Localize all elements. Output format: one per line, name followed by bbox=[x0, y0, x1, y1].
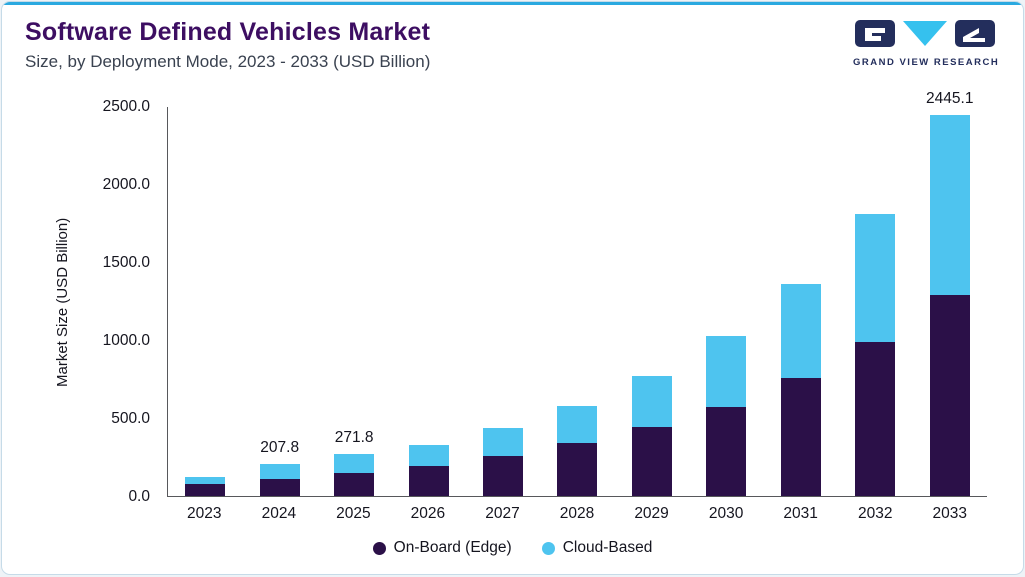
y-tick-500.0: 500.0 bbox=[111, 410, 150, 427]
x-tick-label-2032: 2032 bbox=[857, 505, 893, 522]
stacked-bar-2025 bbox=[334, 453, 375, 496]
bar-value-label-2025: 271.8 bbox=[334, 428, 374, 446]
bar-segment-2033-cloud-based bbox=[929, 114, 970, 295]
legend-item-on-board-edge: On-Board (Edge) bbox=[372, 539, 512, 557]
bar-value-label-2024: 207.8 bbox=[260, 438, 300, 456]
bar-segment-2027-cloud-based bbox=[483, 428, 524, 456]
bar-group-2031 bbox=[764, 107, 838, 496]
x-tick-label-2025: 2025 bbox=[336, 505, 371, 522]
stacked-bar-2033 bbox=[929, 114, 970, 496]
legend-label-cloud-based: Cloud-Based bbox=[562, 539, 653, 556]
bar-group-2032 bbox=[838, 107, 912, 496]
logo-marks-icon bbox=[855, 20, 995, 47]
bar-group-2026 bbox=[391, 107, 465, 496]
chart-header: Software Defined Vehicles Market Size, b… bbox=[25, 18, 430, 72]
bar-segment-2028-cloud-based bbox=[557, 406, 598, 444]
x-tick-label-2023: 2023 bbox=[187, 505, 222, 522]
bar-segment-2027-on-board-edge bbox=[483, 455, 524, 496]
chart-subtitle: Size, by Deployment Mode, 2023 - 2033 (U… bbox=[25, 52, 431, 71]
bar-segment-2030-cloud-based bbox=[706, 336, 747, 408]
x-tick-label-2031: 2031 bbox=[783, 505, 818, 522]
legend-item-cloud-based: Cloud-Based bbox=[541, 539, 653, 557]
legend: On-Board (Edge) Cloud-Based bbox=[2, 539, 1023, 557]
plot-area: 207.8 271.8 2445.1 bbox=[167, 90, 987, 497]
bar-group-2030 bbox=[689, 107, 763, 496]
bar-segment-2028-on-board-edge bbox=[557, 443, 598, 496]
bar-segment-2032-cloud-based bbox=[855, 213, 896, 342]
bar-segment-2030-on-board-edge bbox=[706, 407, 747, 496]
bar-segment-2024-cloud-based bbox=[259, 463, 300, 479]
grand-view-research-logo: GRAND VIEW RESEARCH bbox=[853, 19, 1000, 68]
bar-segment-2029-cloud-based bbox=[631, 375, 672, 428]
page-title: Software Defined Vehicles Market bbox=[25, 18, 431, 46]
bar-segment-2025-cloud-based bbox=[334, 453, 375, 474]
bar-segment-2024-on-board-edge bbox=[259, 478, 300, 496]
y-tick-2000.0: 2000.0 bbox=[102, 176, 150, 193]
bar-group-2028 bbox=[540, 107, 614, 496]
x-tick-label-2026: 2026 bbox=[410, 505, 446, 522]
bar-segment-2023-cloud-based bbox=[185, 476, 226, 484]
x-tick-label-2029: 2029 bbox=[634, 505, 669, 522]
bar-segment-2026-cloud-based bbox=[408, 444, 449, 466]
x-tick-label-2024: 2024 bbox=[261, 505, 297, 522]
bar-segment-2031-on-board-edge bbox=[780, 378, 821, 496]
bar-group-2029 bbox=[615, 107, 689, 496]
stacked-bar-2024 bbox=[259, 463, 300, 496]
bar-segment-2031-cloud-based bbox=[780, 283, 821, 379]
bar-group-2025: 271.8 bbox=[317, 107, 391, 496]
bar-group-2023 bbox=[168, 107, 242, 496]
logo-text: GRAND VIEW RESEARCH bbox=[853, 57, 1000, 68]
legend-swatch-cloud-based bbox=[541, 541, 555, 555]
stacked-bar-2023 bbox=[185, 476, 226, 496]
bar-segment-2026-on-board-edge bbox=[408, 465, 449, 496]
stacked-bar-2032 bbox=[855, 213, 896, 496]
stacked-bar-2031 bbox=[780, 283, 821, 496]
stacked-bar-2026 bbox=[408, 444, 449, 496]
bar-segment-2023-on-board-edge bbox=[185, 483, 226, 496]
stacked-bar-2028 bbox=[557, 406, 598, 496]
x-tick-label-2030: 2030 bbox=[708, 505, 744, 522]
stacked-bar-2027 bbox=[483, 428, 524, 496]
x-axis-labels: 2023 2024 2025 2026 2027 2028 2029 2030 2031 2032… bbox=[167, 505, 987, 523]
x-tick-label-2027: 2027 bbox=[485, 505, 520, 522]
bar-value-label-2033: 2445.1 bbox=[926, 89, 974, 107]
bar-segment-2032-on-board-edge bbox=[855, 341, 896, 496]
y-tick-0.0: 0.0 bbox=[128, 488, 150, 505]
y-tick-1500.0: 1500.0 bbox=[102, 254, 150, 271]
x-tick-label-2033: 2033 bbox=[932, 505, 967, 522]
bar-group-2024: 207.8 bbox=[242, 107, 316, 496]
bar-segment-2029-on-board-edge bbox=[631, 427, 672, 496]
legend-label-on-board-edge: On-Board (Edge) bbox=[393, 539, 512, 556]
legend-swatch-on-board-edge bbox=[372, 541, 386, 555]
y-axis-ticks: 0.0 500.0 1000.0 1500.0 2000.0 2500.0 bbox=[54, 98, 158, 505]
stacked-bar-2030 bbox=[706, 336, 747, 496]
x-tick-label-2028: 2028 bbox=[559, 505, 595, 522]
y-tick-1000.0: 1000.0 bbox=[102, 332, 150, 349]
y-tick-2500.0: 2500.0 bbox=[102, 98, 150, 115]
bar-segment-2033-on-board-edge bbox=[929, 294, 970, 496]
stacked-bar-2029 bbox=[631, 375, 672, 496]
bar-segment-2025-on-board-edge bbox=[334, 473, 375, 496]
bar-group-2033: 2445.1 bbox=[913, 90, 987, 496]
bar-group-2027 bbox=[466, 107, 540, 496]
top-accent-bar bbox=[2, 2, 1023, 5]
